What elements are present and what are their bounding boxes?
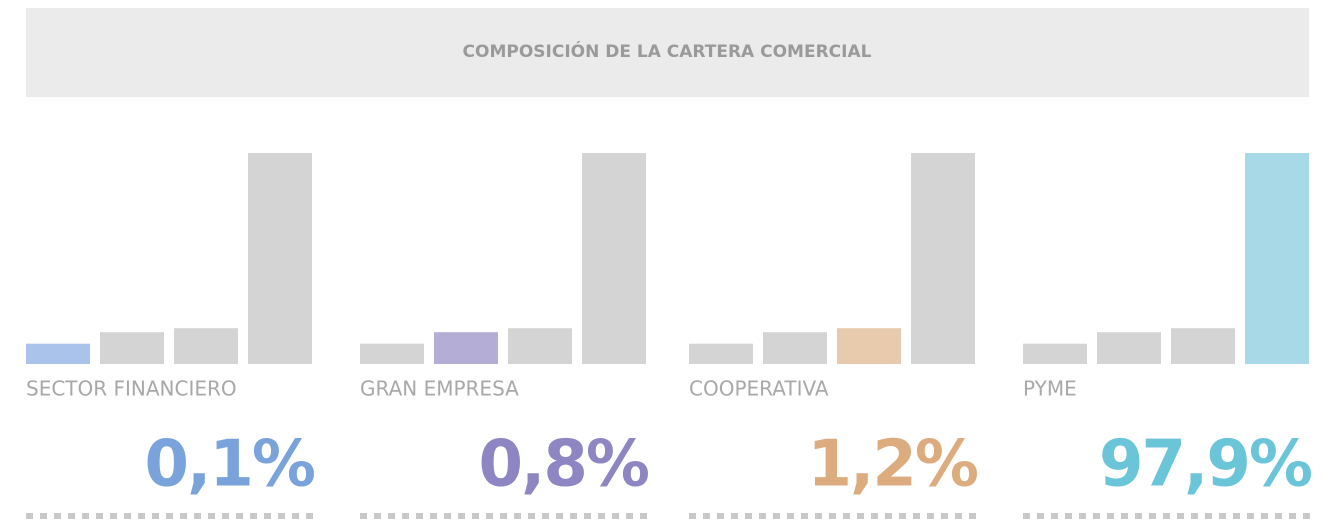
bar <box>1171 328 1235 364</box>
bar <box>508 328 572 364</box>
bar <box>360 343 424 364</box>
category-label: COOPERATIVA <box>689 377 829 401</box>
value-label: 0,8% <box>479 428 649 502</box>
value-label: 97,9% <box>1099 428 1312 502</box>
bar <box>1023 343 1087 364</box>
bar <box>26 343 90 364</box>
bar <box>1097 332 1161 364</box>
chart-title: COMPOSICIÓN DE LA CARTERA COMERCIAL <box>463 40 872 62</box>
category-label: PYME <box>1023 377 1077 401</box>
bar <box>100 332 164 364</box>
category-label: SECTOR FINANCIERO <box>26 377 237 401</box>
header-band <box>26 8 1309 97</box>
category-label: GRAN EMPRESA <box>360 377 519 401</box>
value-label: 1,2% <box>808 428 978 502</box>
bar <box>582 153 646 364</box>
bar <box>689 343 753 364</box>
bar <box>1245 153 1309 364</box>
bar <box>174 328 238 364</box>
value-label: 0,1% <box>145 428 315 502</box>
bar <box>248 153 312 364</box>
bar <box>763 332 827 364</box>
bar <box>434 332 498 364</box>
bar <box>837 328 901 364</box>
bar <box>911 153 975 364</box>
